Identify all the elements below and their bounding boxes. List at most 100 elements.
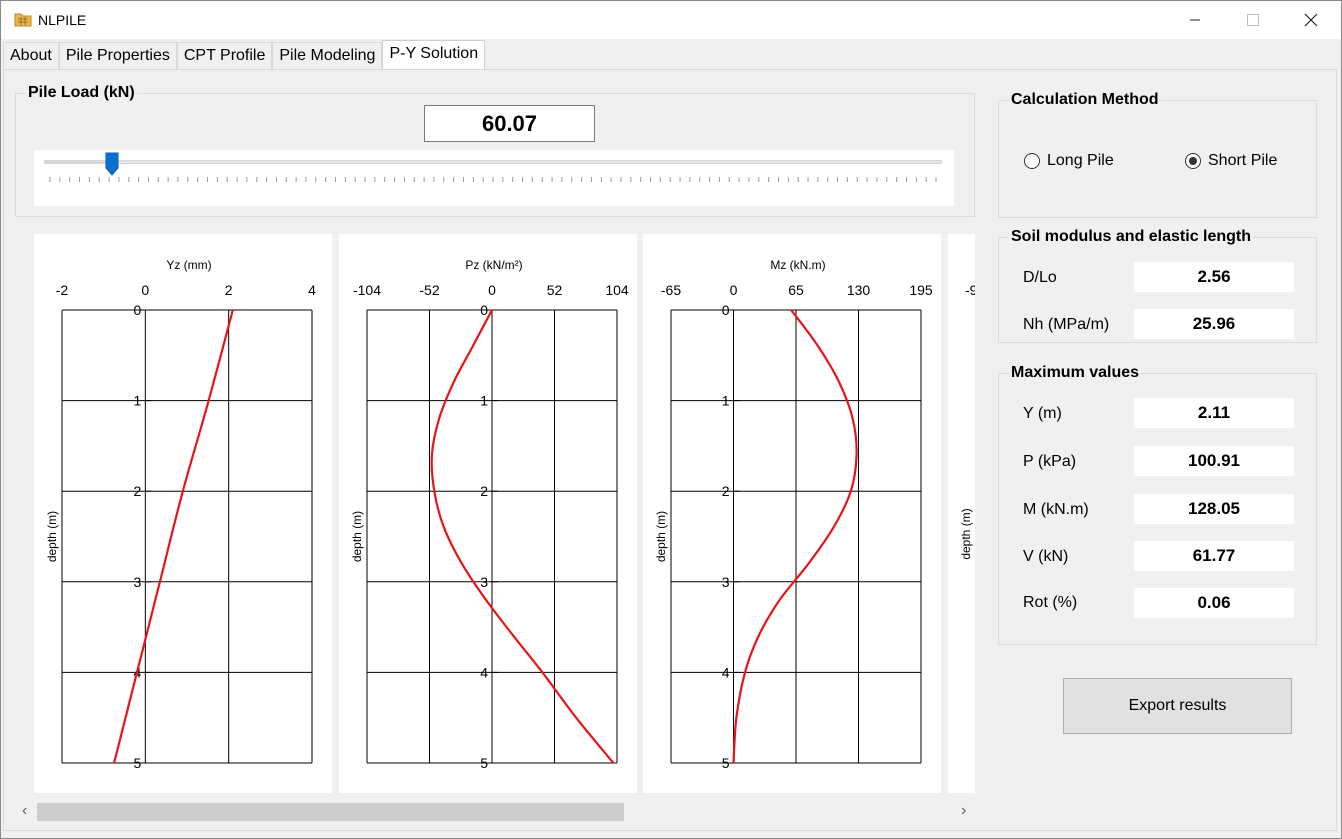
slider-fill [45, 161, 114, 163]
max-v-value: 61.77 [1134, 541, 1294, 571]
y-axis-label: depth (m) [45, 511, 59, 562]
y-tick-label: 1 [134, 393, 142, 409]
pile-load-slider[interactable] [34, 150, 954, 206]
chart-title: Mz (kN.m) [770, 258, 825, 272]
radio-short-pile-circle[interactable] [1185, 153, 1201, 169]
x-tick-label: 52 [547, 282, 563, 298]
y-tick-label: 2 [722, 483, 730, 499]
x-tick-label: 130 [847, 282, 871, 298]
y-tick-label: 0 [480, 302, 488, 318]
x-tick-label: 104 [605, 282, 629, 298]
chart-title: Pz (kN/m²) [465, 258, 522, 272]
maximize-button[interactable] [1224, 1, 1282, 39]
tab-cpt-profile[interactable]: CPT Profile [176, 42, 273, 70]
series-line [430, 309, 615, 764]
scroll-right-icon[interactable]: › [961, 802, 967, 819]
y-tick-label: 3 [480, 574, 488, 590]
x-tick-label: 0 [488, 282, 496, 298]
y-tick-label: 4 [480, 664, 488, 680]
max-rot-value: 0.06 [1134, 588, 1294, 618]
chart-panel-pz: Pz (kN/m²) -104 -52 0 52 104 0 1 2 3 4 5 depth (m) [339, 234, 637, 793]
partial-x-tick: -9 [965, 282, 975, 298]
dlo-value: 2.56 [1134, 262, 1294, 292]
scroll-left-icon[interactable]: ‹ [22, 802, 28, 819]
horizontal-scrollbar[interactable]: ‹ › [15, 800, 975, 824]
tab-pile-modeling[interactable]: Pile Modeling [272, 42, 383, 70]
tab-py-solution[interactable]: P-Y Solution [382, 40, 486, 70]
y-tick-label: 2 [134, 483, 142, 499]
y-tick-label: 3 [134, 574, 142, 590]
x-tick-label: 195 [909, 282, 933, 298]
soil-modulus-group: Soil modulus and elastic length [998, 228, 1317, 343]
max-rot-label: Rot (%) [1023, 594, 1078, 611]
y-tick-label: 1 [480, 393, 488, 409]
chart-title: Yz (mm) [166, 258, 211, 272]
max-m-label: M (kN.m) [1023, 501, 1089, 518]
max-p-label: P (kPa) [1023, 453, 1077, 470]
export-results-button[interactable]: Export results [1063, 678, 1292, 734]
x-tick-label: 2 [225, 282, 233, 298]
series-line [732, 309, 858, 764]
x-tick-label: -52 [419, 282, 439, 298]
y-tick-label: 0 [134, 302, 142, 318]
y-axis-label: depth (m) [654, 511, 668, 562]
radio-long-pile[interactable]: Long Pile [1024, 152, 1114, 170]
series-line [113, 309, 234, 764]
chart-mz: Mz (kN.m) -65 0 65 130 195 0 1 2 3 4 5 depth (m) [654, 258, 933, 771]
pile-load-group: Pile Load (kN) [15, 84, 975, 217]
y-tick-label: 0 [722, 302, 730, 318]
close-icon [1304, 13, 1318, 27]
radio-long-pile-label: Long Pile [1047, 152, 1114, 169]
slider-thumb[interactable] [105, 152, 119, 176]
maximum-values-title: Maximum values [1009, 364, 1142, 382]
title-bar[interactable]: NLPILE [1, 1, 1341, 39]
x-tick-label: 65 [788, 282, 804, 298]
x-tick-label: 4 [308, 282, 316, 298]
x-tick-label: 0 [730, 282, 738, 298]
max-y-label: Y (m) [1023, 405, 1062, 422]
maximum-values-group: Maximum values [998, 364, 1317, 645]
nh-value: 25.96 [1134, 309, 1294, 339]
dlo-label: D/Lo [1023, 269, 1057, 286]
chart-partial: -9 depth (m) [959, 282, 975, 560]
soil-modulus-title: Soil modulus and elastic length [1009, 228, 1254, 246]
chart-pz: Pz (kN/m²) -104 -52 0 52 104 0 1 2 3 4 5 depth (m) [350, 258, 629, 771]
calculation-method-group: Calculation Method [998, 91, 1317, 218]
x-tick-label: -65 [661, 282, 681, 298]
y-axis-label: depth (m) [350, 511, 364, 562]
y-tick-label: 5 [134, 755, 142, 771]
partial-y-label: depth (m) [959, 508, 973, 559]
chart-panel-yz: Yz (mm) -2 0 2 4 0 1 2 3 4 5 depth (m) [34, 234, 332, 793]
app-folder-icon [14, 13, 32, 27]
radio-long-pile-circle[interactable] [1024, 153, 1040, 169]
tab-pile-properties[interactable]: Pile Properties [58, 42, 177, 70]
scrollbar-thumb[interactable] [37, 803, 624, 821]
slider-ticks [49, 177, 937, 182]
max-m-value: 128.05 [1134, 494, 1294, 524]
radio-short-pile[interactable]: Short Pile [1185, 152, 1277, 170]
y-tick-label: 5 [480, 755, 488, 771]
minimize-icon [1190, 19, 1200, 21]
calculation-method-title: Calculation Method [1009, 91, 1161, 109]
max-v-label: V (kN) [1023, 548, 1069, 565]
x-tick-label: -2 [56, 282, 69, 298]
x-tick-label: 0 [141, 282, 149, 298]
close-button[interactable] [1282, 1, 1340, 39]
radio-short-pile-label: Short Pile [1208, 152, 1278, 169]
y-tick-label: 2 [480, 483, 488, 499]
x-tick-label: -104 [353, 282, 381, 298]
max-y-value: 2.11 [1134, 398, 1294, 428]
minimize-button[interactable] [1166, 1, 1224, 39]
chart-panel-mz: Mz (kN.m) -65 0 65 130 195 0 1 2 3 4 5 depth (m) [643, 234, 941, 793]
chart-panel-partial: -9 depth (m) [948, 234, 975, 793]
max-p-value: 100.91 [1134, 446, 1294, 476]
tab-about[interactable]: About [3, 42, 59, 70]
y-tick-label: 5 [722, 755, 730, 771]
pile-load-title: Pile Load (kN) [26, 84, 137, 102]
y-tick-label: 4 [722, 664, 730, 680]
pile-load-value: 60.07 [424, 105, 595, 142]
nh-label: Nh (MPa/m) [1023, 316, 1110, 333]
y-tick-label: 1 [722, 393, 730, 409]
